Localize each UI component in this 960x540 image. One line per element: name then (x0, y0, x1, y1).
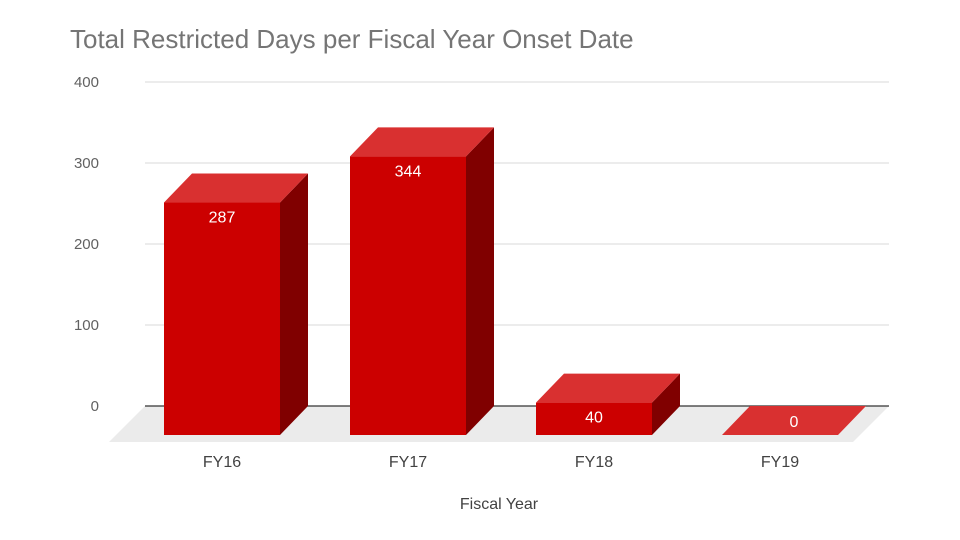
x-axis-title: Fiscal Year (460, 496, 539, 513)
y-tick-label: 200 (74, 236, 99, 253)
bar-front (164, 202, 280, 435)
x-tick-label: FY19 (761, 454, 799, 471)
chart-title: Total Restricted Days per Fiscal Year On… (70, 24, 634, 54)
bar-top (350, 127, 494, 157)
bar (722, 406, 866, 435)
y-tick-label: 100 (74, 317, 99, 334)
bar-front (536, 402, 652, 435)
x-tick-label: FY18 (575, 454, 613, 471)
y-axis-ticks: 0 100 200 300 400 (74, 74, 99, 415)
x-tick-label: FY17 (389, 454, 427, 471)
bar (536, 373, 680, 435)
bar-side (652, 373, 680, 435)
bar-side (280, 173, 308, 435)
bars: 287 344 40 0 (164, 127, 866, 436)
bar-front (350, 156, 466, 436)
x-axis-ticks: FY16 FY17 FY18 FY19 (203, 454, 799, 471)
bar (350, 127, 494, 436)
y-tick-label: 0 (91, 398, 99, 415)
y-tick-label: 400 (74, 74, 99, 91)
chart-floor (109, 406, 889, 442)
bar-top (536, 373, 680, 403)
bar-top (164, 173, 308, 203)
bar (164, 173, 308, 435)
x-tick-label: FY16 (203, 454, 241, 471)
bar-top (722, 406, 866, 435)
data-label: 40 (585, 410, 603, 427)
floor-plane (109, 406, 889, 442)
bar-side (466, 127, 494, 436)
y-tick-label: 300 (74, 155, 99, 172)
data-label: 344 (395, 163, 422, 180)
data-label: 0 (790, 414, 799, 431)
data-label: 287 (209, 210, 236, 227)
